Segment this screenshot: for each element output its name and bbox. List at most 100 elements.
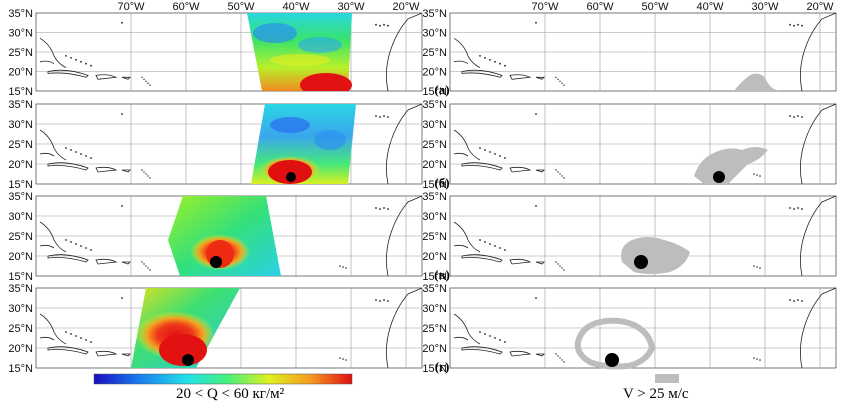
island-antilles <box>149 269 151 271</box>
island-bahamas <box>70 149 72 151</box>
island-bahamas <box>489 58 491 61</box>
island-bahamas <box>484 241 486 243</box>
island-antilles <box>145 80 147 83</box>
island-canary <box>387 300 389 302</box>
island-cuba <box>47 162 89 171</box>
island-bahamas <box>65 239 67 241</box>
latitude-label: 20°N <box>8 251 33 263</box>
island-bermuda <box>121 205 123 207</box>
island-bahamas <box>85 62 87 65</box>
island-bahamas <box>70 241 72 243</box>
latitude-label: 20°N <box>422 251 447 263</box>
latitude-label: 35°N <box>422 191 447 203</box>
island-cuba <box>47 69 89 78</box>
latitude-label: 15°N <box>422 86 447 98</box>
island-cape-verde <box>756 174 758 176</box>
island-bahamas <box>479 147 481 149</box>
latitude-label: 20°N <box>8 343 33 355</box>
map-panel-wind-1: 35°N 30°N 25°N 20°N 15°N <box>422 99 837 191</box>
moisture-swath-a <box>247 13 352 91</box>
island-cape-verde <box>753 265 755 267</box>
island-canary <box>801 208 803 210</box>
island-antilles <box>561 359 563 361</box>
latitude-label: 25°N <box>422 47 447 59</box>
island-hispaniola <box>509 166 532 173</box>
coastline-gulf <box>453 152 469 157</box>
island-bahamas <box>85 247 87 249</box>
coastline-africa <box>386 287 423 369</box>
latitude-label: 30°N <box>422 28 447 40</box>
island-bahamas <box>479 55 481 57</box>
latitude-label: 30°N <box>422 119 447 131</box>
coastline-us <box>453 129 481 161</box>
island-bahamas <box>494 245 496 247</box>
island-canary <box>801 24 803 27</box>
wind-mask-d <box>574 317 656 370</box>
island-antilles <box>145 265 147 267</box>
island-antilles <box>563 84 565 86</box>
coastline-africa <box>386 195 423 277</box>
island-bahamas <box>489 151 491 153</box>
island-cuba <box>461 254 503 263</box>
coastline-africa <box>386 12 423 92</box>
island-bahamas <box>80 60 82 63</box>
island-bahamas <box>484 57 486 59</box>
map-panel-wind-2: 35°N 30°N 25°N 20°N 15°N <box>422 191 837 283</box>
island-canary <box>379 116 381 118</box>
island-antilles <box>555 353 557 355</box>
coastline-africa <box>800 287 837 369</box>
longitude-label: 20°W <box>806 1 834 13</box>
island-bermuda <box>535 297 537 299</box>
island-cuba <box>461 69 503 78</box>
island-antilles <box>559 357 561 359</box>
longitude-label: 20°W <box>392 1 420 13</box>
latitude-label: 25°N <box>422 231 447 243</box>
island-bermuda <box>535 21 537 24</box>
island-cape-verde <box>759 359 761 361</box>
island-hispaniola <box>95 258 118 265</box>
coastline-gulf <box>453 244 469 249</box>
island-canary <box>383 207 385 209</box>
island-bahamas <box>90 249 92 251</box>
island-cuba <box>461 346 503 355</box>
wind-mask-b <box>694 147 768 184</box>
latitude-label: 15°N <box>8 363 33 375</box>
wind-mask-a <box>734 73 778 91</box>
island-puerto-rico <box>535 76 545 80</box>
island-cape-verde <box>345 267 347 269</box>
latitude-label: 30°N <box>422 211 447 223</box>
wind-mask-legend-swatch <box>655 374 679 383</box>
latitude-label: 15°N <box>8 86 33 98</box>
island-bahamas <box>499 339 501 341</box>
wind-caption: V > 25 м/с <box>623 386 689 402</box>
island-puerto-rico <box>121 169 131 173</box>
island-canary <box>387 24 389 27</box>
island-canary <box>383 299 385 301</box>
latitude-label: 25°N <box>422 139 447 151</box>
island-canary <box>789 115 791 117</box>
coastline-gulf <box>453 60 469 65</box>
latitude-label: 20°N <box>422 343 447 355</box>
island-bahamas <box>504 249 506 251</box>
island-antilles <box>559 265 561 267</box>
island-bahamas <box>499 247 501 249</box>
latitude-label: 15°N <box>422 179 447 191</box>
island-cape-verde <box>753 357 755 359</box>
latitude-label: 30°N <box>8 119 33 131</box>
island-bahamas <box>80 153 82 155</box>
coastline-africa <box>800 103 837 185</box>
island-cape-verde <box>759 175 761 177</box>
coastline-africa <box>386 103 423 185</box>
island-bermuda <box>535 113 537 115</box>
longitude-label: 60°W <box>586 1 614 13</box>
island-hispaniola <box>95 166 118 173</box>
island-antilles <box>147 82 149 84</box>
latitude-label: 25°N <box>8 231 33 243</box>
coastline-us <box>39 313 67 345</box>
latitude-label: 15°N <box>422 271 447 283</box>
island-antilles <box>559 173 561 175</box>
latitude-label: 30°N <box>8 28 33 40</box>
coastline-gulf <box>39 244 55 249</box>
island-antilles <box>563 361 565 363</box>
row-label: (в) <box>434 267 450 282</box>
